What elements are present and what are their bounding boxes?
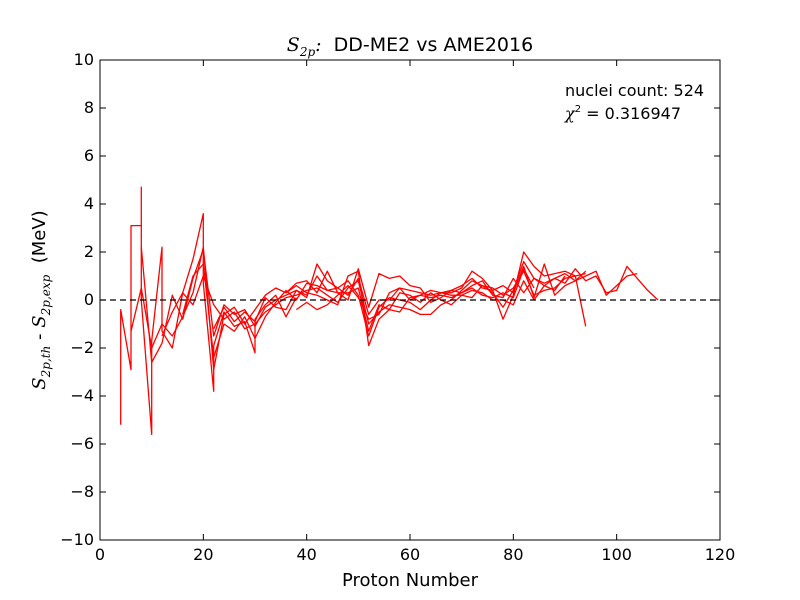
series-line-1 [120, 186, 297, 436]
tick-layer: 0 20 40 60 80 100 120 −10 −8 −6 −4 −2 0 2 4 6 8 10 [60, 50, 735, 564]
x-axis-label: Proton Number [342, 570, 479, 591]
y-tick-label: 0 [84, 290, 94, 309]
y-axis-label: S2p,th - S2p,exp (MeV) [29, 210, 53, 389]
title-text: DD-ME2 vs AME2016 [322, 34, 534, 56]
x-tick-label: 60 [400, 545, 420, 564]
chart-title: S2p: DD-ME2 vs AME2016 [287, 34, 533, 59]
y-tick-label: −6 [70, 434, 94, 453]
chi-symbol: χ [564, 104, 576, 123]
y-tick-label: 8 [84, 98, 94, 117]
y-tick-label: 6 [84, 146, 94, 165]
chi-squared-annotation: χ2 = 0.316947 [564, 104, 681, 123]
chi-superscript: 2 [575, 104, 581, 115]
title-symbol: S [287, 34, 300, 56]
series-line-3 [140, 247, 586, 364]
x-tick-label: 40 [296, 545, 316, 564]
x-tick-label: 80 [503, 545, 523, 564]
y-tick-label: −10 [60, 530, 94, 549]
x-tick-label: 20 [193, 545, 213, 564]
y-tick-label: −2 [70, 338, 94, 357]
y-tick-label: 4 [84, 194, 94, 213]
title-subscript: 2p [299, 45, 316, 59]
x-tick-label: 100 [601, 545, 632, 564]
series-line-4 [161, 260, 638, 337]
nuclei-count-annotation: nuclei count: 524 [565, 81, 704, 100]
series-line-5 [182, 263, 659, 359]
y-label-sub-th: 2p,th [39, 346, 53, 379]
y-tick-label: 2 [84, 242, 94, 261]
y-label-symbol-exp: S [29, 315, 50, 327]
y-tick-label: −8 [70, 482, 94, 501]
x-tick-label: 120 [705, 545, 736, 564]
series-line-8 [295, 275, 566, 320]
y-label-symbol-th: S [29, 377, 50, 389]
y-label-unit: (MeV) [29, 210, 50, 274]
x-tick-label: 0 [95, 545, 105, 564]
chi-value: = 0.316947 [581, 104, 681, 123]
y-label-dash: - [29, 328, 50, 346]
title-colon: : [315, 34, 321, 56]
y-label-sub-exp: 2p,exp [39, 274, 53, 316]
y-tick-label: −4 [70, 386, 94, 405]
y-tick-label: 10 [74, 50, 94, 69]
